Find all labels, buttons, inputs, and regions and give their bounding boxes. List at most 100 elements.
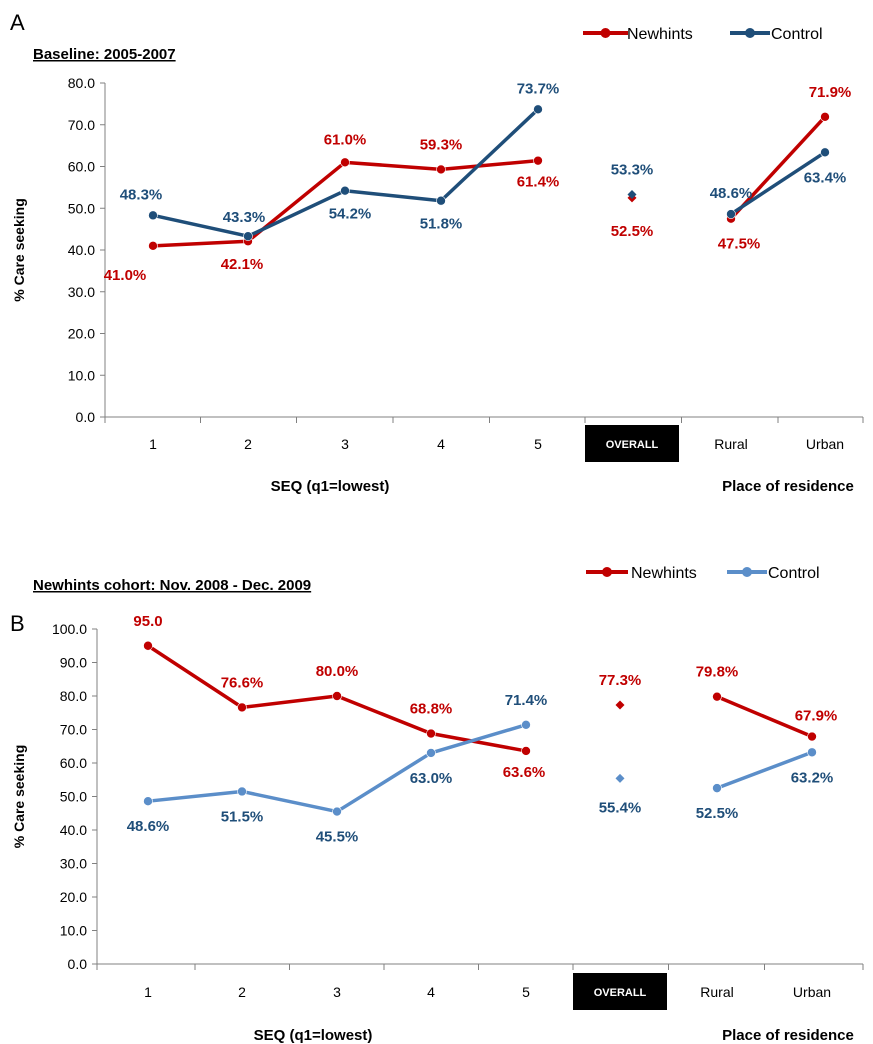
data-point-seq [340, 157, 350, 168]
legend-label: Newhints [631, 565, 697, 582]
x-tick-label: Rural [700, 984, 733, 1000]
y-tick-label: 70.0 [68, 117, 95, 133]
legend-item-control: Control [730, 26, 823, 43]
data-label-seq: 48.3% [120, 186, 163, 203]
x-axis-label-place: Place of residence [722, 1027, 854, 1044]
data-point-place [807, 731, 817, 742]
y-tick-label: 10.0 [68, 367, 95, 383]
data-point-seq [237, 702, 247, 713]
data-label-overall: 53.3% [611, 161, 654, 178]
data-point-place [807, 747, 817, 758]
data-label-seq: 61.4% [517, 174, 560, 191]
y-tick-label: 90.0 [60, 655, 87, 671]
data-point-place [712, 691, 722, 702]
legend-label: Control [768, 565, 820, 582]
data-point-seq [533, 104, 543, 115]
y-axis-label: % Care seeking [11, 198, 27, 302]
series-line-place [716, 695, 813, 739]
legend-label: Newhints [627, 26, 693, 43]
data-point-seq [521, 746, 531, 756]
x-tick-label: Urban [793, 984, 831, 1000]
y-tick-label: 50.0 [68, 200, 95, 216]
data-point-seq [237, 786, 247, 797]
data-point-seq [148, 210, 158, 221]
x-tick-label: 4 [437, 436, 445, 452]
overall-box [573, 973, 667, 1010]
data-label-seq: 63.0% [410, 770, 453, 787]
y-tick-label: 30.0 [68, 284, 95, 300]
data-point-seq [426, 728, 436, 739]
y-tick-label: 80.0 [60, 688, 87, 704]
y-tick-label: 60.0 [60, 755, 87, 771]
x-axis-label-place: Place of residence [722, 478, 854, 495]
data-label-seq: 45.5% [316, 829, 359, 846]
data-label-seq: 54.2% [329, 206, 372, 223]
x-tick-label: 3 [341, 436, 349, 452]
data-label-place: 67.9% [795, 708, 838, 725]
overall-box [585, 425, 679, 462]
series-newhints: 41.0% 42.1% 61.0% 59.3% 61.4% 52.5% 47.5% 71.9% [104, 84, 852, 284]
data-label-seq: 73.7% [517, 80, 560, 97]
x-tick-label: 1 [144, 984, 152, 1000]
y-tick-label: 0.0 [68, 956, 88, 972]
series-control: 48.3% 43.3% 54.2% 51.8% 73.7% 53.3% 48.6% 63.4% [120, 80, 847, 242]
data-label-place: 47.5% [718, 236, 761, 253]
data-label-overall: 55.4% [599, 799, 642, 816]
data-label-seq: 95.0 [133, 613, 162, 630]
data-point-place [820, 147, 830, 158]
y-tick-label: 100.0 [52, 621, 87, 637]
x-tick-label: Rural [714, 436, 747, 452]
data-label-seq: 41.0% [104, 267, 147, 284]
panel-letter: A [10, 10, 25, 35]
x-tick-label: 5 [522, 984, 530, 1000]
x-tick-label: 2 [238, 984, 246, 1000]
data-point-overall [615, 773, 625, 783]
legend-label: Control [771, 26, 823, 43]
y-tick-label: 60.0 [68, 159, 95, 175]
data-label-overall: 52.5% [611, 223, 654, 240]
data-label-seq: 48.6% [127, 818, 170, 835]
series-line-place [716, 750, 813, 790]
data-label-place: 63.4% [804, 169, 847, 186]
series-line-seq [147, 723, 527, 814]
data-point-seq [436, 195, 446, 206]
x-axis-label-seq: SEQ (q1=lowest) [271, 478, 390, 495]
data-point-seq [533, 155, 543, 166]
data-label-seq: 76.6% [221, 674, 264, 691]
y-tick-label: 30.0 [60, 856, 87, 872]
data-label-seq: 43.3% [223, 209, 266, 226]
y-tick-label: 20.0 [68, 326, 95, 342]
data-point-seq [426, 748, 436, 758]
data-label-seq: 42.1% [221, 256, 264, 273]
series-line-seq [152, 158, 539, 248]
x-axis-label-seq: SEQ (q1=lowest) [254, 1027, 373, 1044]
data-label-seq: 51.8% [420, 216, 463, 233]
y-tick-label: 40.0 [68, 242, 95, 258]
data-point-seq [143, 796, 153, 806]
legend-swatch-marker [602, 567, 612, 577]
legend-swatch-marker [742, 567, 752, 577]
chart-title: Baseline: 2005-2007 [33, 46, 176, 63]
data-point-place [820, 112, 830, 122]
data-point-seq [332, 691, 342, 701]
legend-swatch-marker [745, 28, 755, 38]
legend-item-newhints: Newhints [586, 565, 697, 582]
y-tick-label: 0.0 [76, 409, 96, 425]
data-label-seq: 61.0% [324, 131, 367, 148]
data-label-place: 52.5% [696, 805, 739, 822]
y-tick-label: 10.0 [60, 923, 87, 939]
y-axis-label: % Care seeking [11, 745, 27, 849]
y-tick-label: 20.0 [60, 889, 87, 905]
series-control: 48.6% 51.5% 45.5% 63.0% 71.4% 55.4% 52.5% 63.2% [127, 692, 834, 846]
x-tick-label: 3 [333, 984, 341, 1000]
data-label-place: 63.2% [791, 769, 834, 786]
panel-b: B Newhints cohort: Nov. 2008 - Dec. 2009 0… [10, 565, 864, 1044]
series-line-place [730, 150, 826, 216]
data-point-overall [627, 189, 637, 199]
data-label-place: 71.9% [809, 84, 852, 101]
data-point-seq [143, 640, 153, 651]
data-point-seq [521, 720, 531, 730]
data-label-seq: 51.5% [221, 808, 264, 825]
x-tick-label: 5 [534, 436, 542, 452]
